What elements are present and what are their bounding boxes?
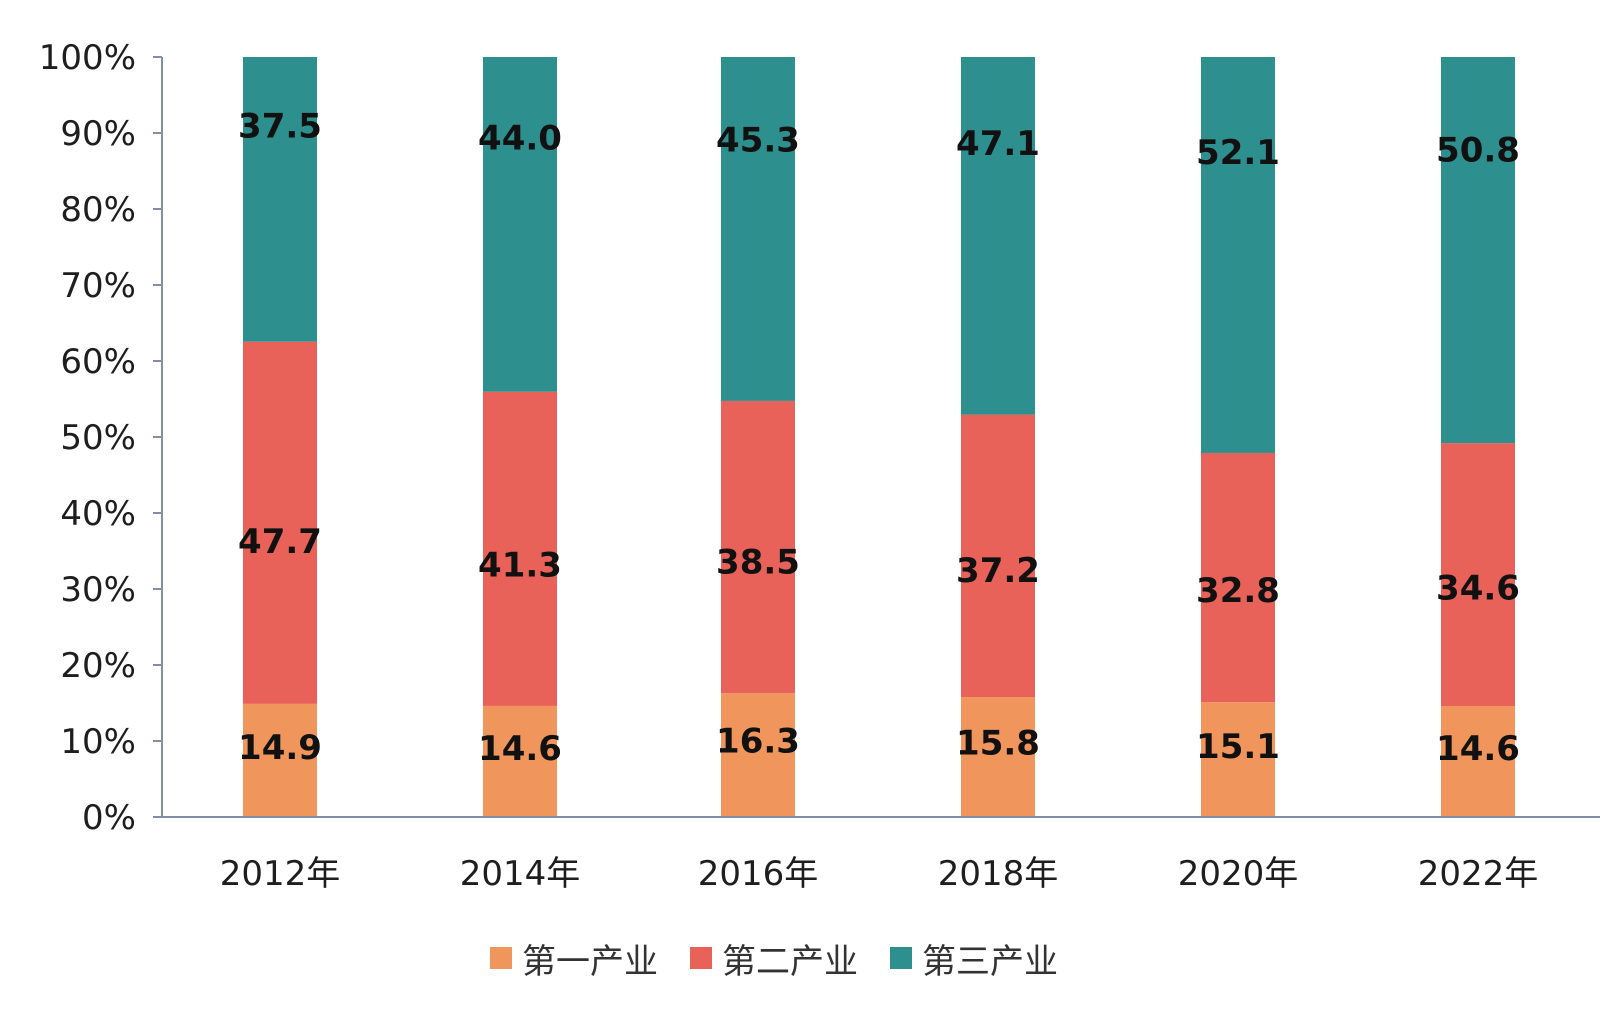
data-label: 44.0	[478, 118, 562, 158]
data-label: 52.1	[1196, 133, 1280, 173]
legend: 第一产业 第二产业 第三产业	[490, 942, 1058, 982]
data-label: 45.3	[716, 121, 800, 161]
y-tick-label: 70%	[60, 266, 136, 306]
data-label: 14.6	[478, 729, 562, 769]
data-label: 50.8	[1436, 131, 1520, 171]
data-label: 14.9	[238, 728, 322, 768]
x-axis: 2012年 2014年 2016年 2018年 2020年 2022年	[162, 816, 1600, 894]
y-tick-label: 40%	[60, 494, 136, 534]
bar-segment	[721, 693, 795, 817]
x-tick-label: 2012年	[220, 854, 341, 894]
data-label: 32.8	[1196, 571, 1280, 611]
x-tick-label: 2020年	[1178, 854, 1299, 894]
x-tick-label: 2016年	[698, 854, 819, 894]
legend-label: 第三产业	[922, 942, 1058, 982]
bars	[243, 57, 1515, 817]
y-axis: 0% 10% 20% 30% 40% 50% 60% 70% 80% 90% 100%	[39, 38, 163, 838]
bar-segment	[243, 703, 317, 817]
data-labels: 14.9 47.7 37.5 14.6 41.3 44.0 16.3 38.5 45.3 15.8…	[238, 106, 1520, 769]
bar-segment	[483, 391, 557, 706]
data-label: 15.8	[956, 724, 1040, 764]
data-label: 34.6	[1436, 569, 1520, 609]
bar-segment	[1201, 452, 1275, 703]
data-label: 14.6	[1436, 729, 1520, 769]
data-label: 47.1	[956, 124, 1040, 164]
bar-segment	[1201, 57, 1275, 453]
legend-swatch	[690, 947, 712, 969]
y-tick-label: 100%	[39, 38, 136, 78]
x-tick-label: 2014年	[460, 854, 581, 894]
bar-segment	[961, 697, 1035, 817]
y-tick-label: 0%	[82, 798, 136, 838]
data-label: 37.5	[238, 106, 322, 146]
y-tick-label: 30%	[60, 570, 136, 610]
y-tick-label: 80%	[60, 190, 136, 230]
data-label: 47.7	[238, 522, 322, 562]
bar-segment	[243, 57, 317, 342]
bar-segment	[1201, 702, 1275, 817]
bar-segment	[1441, 57, 1515, 444]
bar-segment	[1441, 443, 1515, 707]
bar-segment	[1441, 706, 1515, 817]
y-tick-label: 10%	[60, 722, 136, 762]
bar-segment	[721, 400, 795, 694]
data-label: 16.3	[716, 721, 800, 761]
x-tick-label: 2018年	[938, 854, 1059, 894]
data-label: 37.2	[956, 551, 1040, 591]
data-label: 41.3	[478, 546, 562, 586]
legend-swatch	[490, 947, 512, 969]
data-label: 38.5	[716, 543, 800, 583]
y-tick-label: 90%	[60, 114, 136, 154]
legend-label: 第二产业	[722, 942, 858, 982]
y-tick-label: 60%	[60, 342, 136, 382]
x-tick-label: 2022年	[1418, 854, 1539, 894]
data-label: 15.1	[1196, 727, 1280, 767]
legend-swatch	[890, 947, 912, 969]
y-tick-label: 50%	[60, 418, 136, 458]
y-tick-label: 20%	[60, 646, 136, 686]
bar-segment	[961, 414, 1035, 698]
bar-segment	[483, 57, 557, 392]
bar-segment	[243, 341, 317, 704]
bar-segment	[721, 57, 795, 401]
bar-segment	[961, 57, 1035, 415]
bar-segment	[483, 705, 557, 817]
legend-label: 第一产业	[522, 942, 658, 982]
